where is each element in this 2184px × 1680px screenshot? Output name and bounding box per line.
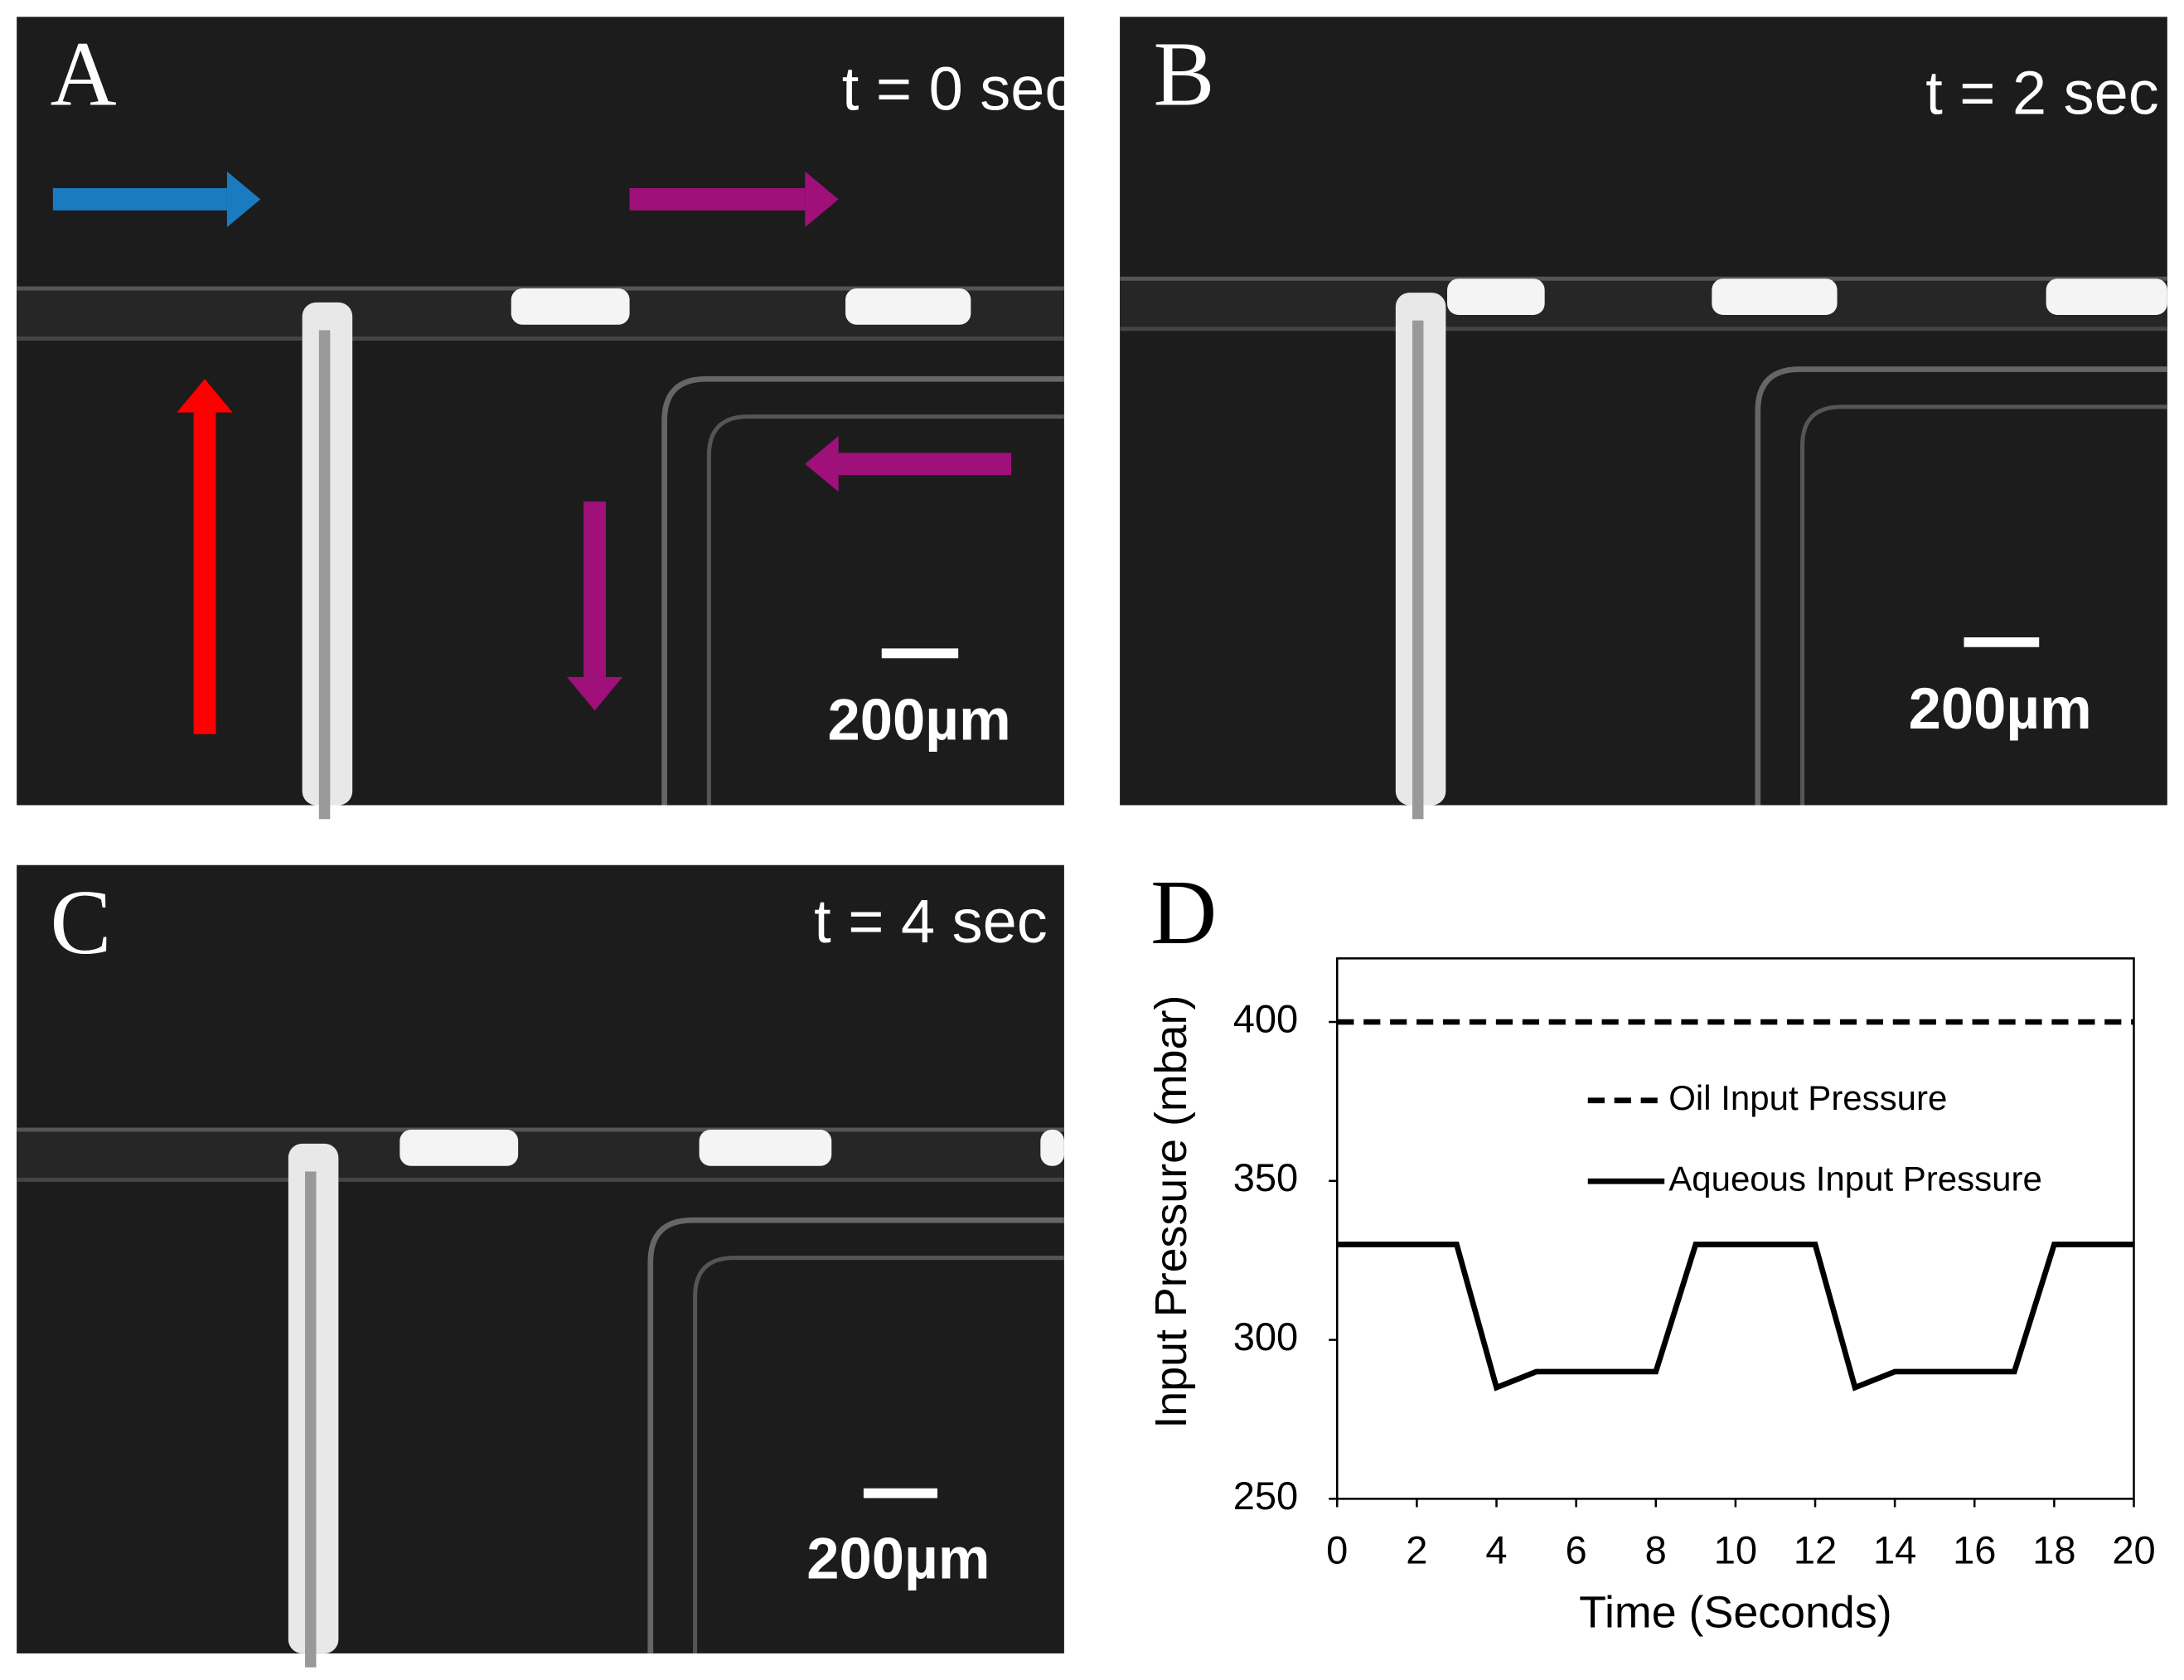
x-tick-label: 10 (1714, 1527, 1757, 1571)
side-channel (647, 1217, 1064, 1653)
scale-label: 200µm (806, 1525, 990, 1590)
flow-arrow-head (805, 436, 839, 492)
scale-label: 200µm (828, 687, 1011, 753)
x-tick-label: 6 (1566, 1527, 1587, 1571)
aqueous-inlet-core (1412, 320, 1424, 820)
y-tick-label: 400 (1233, 996, 1299, 1040)
side-channel (661, 375, 1064, 806)
droplet (1712, 278, 1838, 315)
x-tick-label: 12 (1794, 1527, 1837, 1571)
x-tick-label: 0 (1326, 1527, 1348, 1571)
x-tick-label: 20 (2112, 1527, 2155, 1571)
scale-label: 200µm (1909, 675, 2092, 741)
x-axis-title: Time (Seconds) (1579, 1588, 1891, 1638)
flow-arrow-head (226, 171, 261, 228)
panel-label: C (50, 871, 111, 973)
flow-arrow-head (566, 676, 623, 711)
data-line (1337, 1242, 2134, 1392)
x-tick-label: 18 (2032, 1527, 2075, 1571)
aqueous-inlet-core (305, 1171, 317, 1668)
y-axis-title: Input Pressure (mbar) (1146, 995, 1196, 1429)
side-channel (693, 1256, 1064, 1653)
legend-label: Oil Input Pressure (1668, 1078, 1947, 1117)
x-tick-label: 16 (1953, 1527, 1996, 1571)
panel-label: B (1153, 22, 1214, 124)
panel-label: A (50, 22, 116, 124)
legend-label: Aqueous Input Pressure (1668, 1159, 2042, 1198)
x-tick-label: 14 (1873, 1527, 1916, 1571)
droplet (400, 1130, 519, 1166)
droplet (1447, 278, 1545, 315)
x-tick-label: 2 (1406, 1527, 1427, 1571)
aqueous-inlet-core (318, 330, 331, 820)
y-tick-label: 250 (1233, 1474, 1299, 1518)
time-label: t = 4 sec (814, 887, 1048, 956)
flow-arrow-head (805, 171, 839, 228)
side-channel (1755, 366, 2167, 806)
droplet (511, 288, 630, 325)
droplet (845, 288, 971, 325)
time-label: t = 0 sec (842, 54, 1076, 123)
side-channel (706, 414, 1064, 806)
time-label: t = 2 sec (1925, 58, 2159, 127)
panel-label: D (1150, 861, 1217, 963)
x-tick-label: 8 (1645, 1527, 1667, 1571)
x-tick-label: 4 (1485, 1527, 1507, 1571)
y-tick-label: 300 (1233, 1314, 1299, 1358)
plot-frame (1336, 957, 2135, 1500)
droplet (2046, 278, 2167, 315)
channel-band (1120, 278, 2167, 329)
droplet (1040, 1130, 1064, 1166)
side-channel (1800, 404, 2167, 806)
channel-band (17, 1130, 1064, 1180)
y-tick-label: 350 (1233, 1155, 1299, 1199)
flow-arrow-head (177, 379, 233, 413)
image-background (1120, 17, 2167, 806)
droplet (699, 1130, 832, 1166)
